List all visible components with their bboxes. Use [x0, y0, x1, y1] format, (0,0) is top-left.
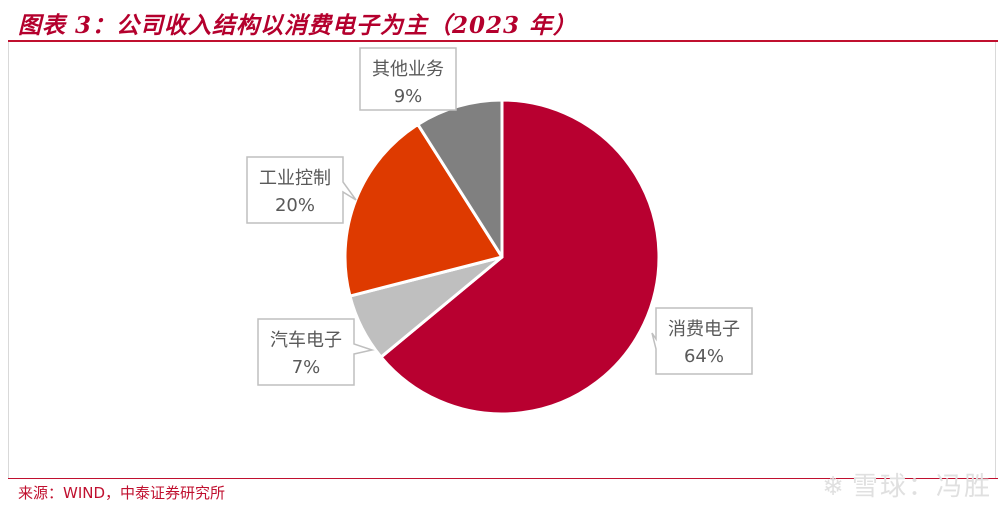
callout-box — [359, 47, 457, 111]
slice-value-label: 9% — [394, 86, 423, 107]
pie-slices — [343, 98, 661, 416]
slice-label: 其他业务 — [372, 59, 444, 80]
callout-consumer-electronics: 消费电子 64% — [651, 307, 753, 375]
pie-slice-consumer-electronics — [379, 98, 661, 416]
slice-label: 工业控制 — [259, 168, 331, 189]
callout-industrial-control: 工业控制 20% — [246, 156, 357, 224]
callout-auto-electronics: 汽车电子 7% — [257, 318, 375, 386]
slice-label: 消费电子 — [668, 319, 740, 340]
callout-box — [257, 318, 375, 386]
slice-label: 汽车电子 — [270, 330, 342, 351]
source-note: 来源：WIND，中泰证券研究所 — [18, 484, 226, 502]
watermark-text: 雪球：冯胜 — [851, 472, 992, 502]
callout-box — [651, 307, 753, 375]
callout-box — [246, 156, 357, 224]
chart-frame — [8, 42, 996, 478]
title-rule — [8, 40, 998, 42]
watermark: ❄ 雪球：冯胜 — [822, 466, 992, 503]
source-rule — [8, 478, 998, 479]
snowball-icon: ❄ — [822, 472, 846, 502]
pie-slice-other-business — [416, 98, 504, 259]
slice-value-label: 64% — [684, 346, 724, 367]
slice-value-label: 20% — [275, 195, 315, 216]
callout-other-business: 其他业务 9% — [359, 47, 457, 111]
slice-value-label: 7% — [292, 357, 321, 378]
figure-title: 图表 3：公司收入结构以消费电子为主（2023 年） — [18, 12, 578, 39]
pie-callouts: 消费电子 64% 汽车电子 7% 工业控制 20% 其他业务 9% — [246, 47, 753, 386]
